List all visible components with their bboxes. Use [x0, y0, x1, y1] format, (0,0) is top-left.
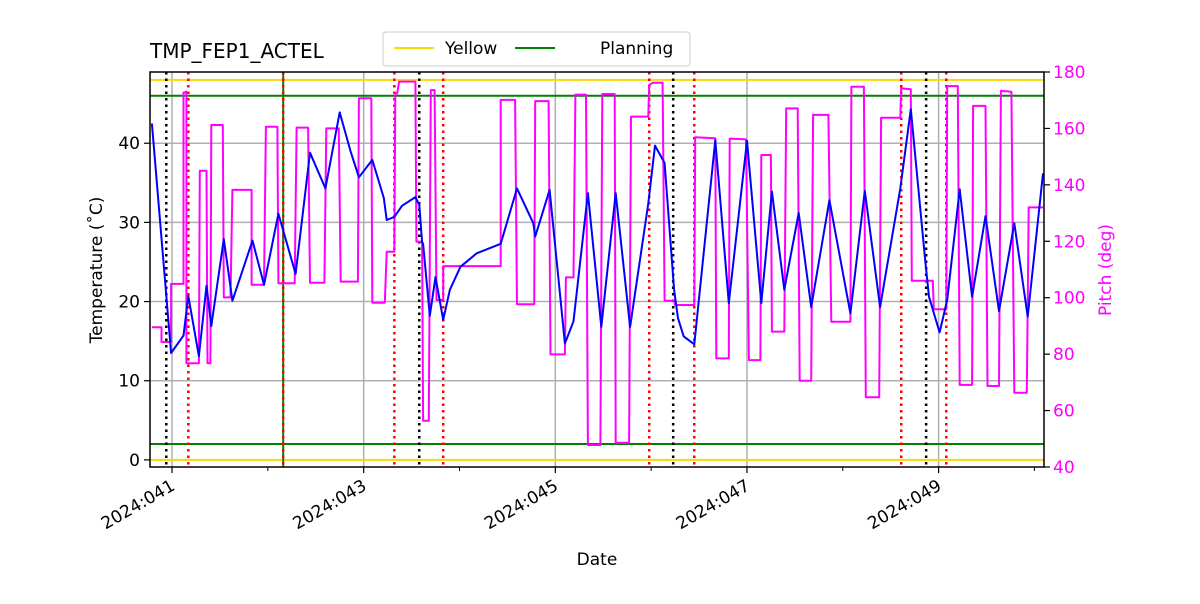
y2-tick-label: 120	[1053, 232, 1085, 252]
plot-frame	[149, 71, 1045, 468]
series	[150, 80, 1044, 446]
axes: 2024:041 2024:043 2024:045 2024:047 2024:049…	[98, 63, 1085, 534]
y-tick-label: 40	[118, 134, 140, 154]
y2-tick-label: 160	[1053, 119, 1085, 139]
y2-tick-label: 80	[1053, 345, 1075, 365]
chart-title: TMP_FEP1_ACTEL	[149, 39, 325, 63]
y2-tick-label: 100	[1053, 289, 1085, 309]
x-tick-label: 2024:047	[673, 476, 754, 534]
y2-tick-label: 60	[1053, 402, 1075, 422]
y2-tick-label: 40	[1053, 458, 1075, 478]
y-tick-label: 20	[118, 293, 140, 313]
x-axis-label: Date	[577, 550, 618, 570]
y-tick-label: 10	[118, 372, 140, 392]
y-tick-label: 0	[129, 451, 140, 471]
y-tick-label: 30	[118, 213, 140, 233]
temperature-line	[150, 108, 1044, 358]
x-tick-label: 2024:043	[290, 476, 371, 534]
x-tick-label: 2024:041	[98, 476, 179, 534]
y-axis-label: Temperature (˚C)	[86, 197, 107, 345]
y2-tick-label: 140	[1053, 176, 1085, 196]
legend-label-yellow: Yellow	[444, 39, 497, 59]
pitch-line	[151, 80, 1043, 446]
y2-tick-label: 180	[1053, 63, 1085, 83]
legend-label-planning: Planning	[600, 39, 673, 59]
y2-axis-label: Pitch (deg)	[1096, 224, 1116, 316]
x-tick-label: 2024:045	[481, 476, 562, 534]
x-tick-label: 2024:049	[865, 476, 946, 534]
legend: Yellow Planning	[382, 31, 691, 67]
